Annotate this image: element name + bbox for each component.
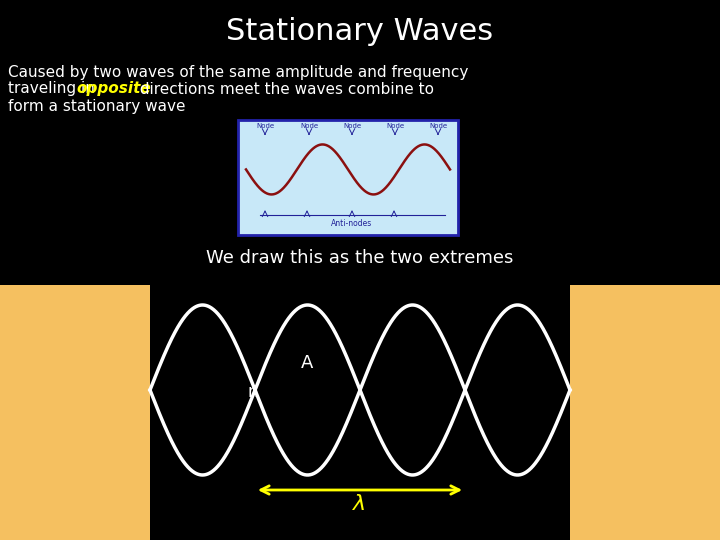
Text: Node: Node (300, 123, 318, 129)
Bar (238, 120, 458, 235)
Bar (0, 285, 150, 540)
Text: Anti-nodes: Anti-nodes (331, 219, 373, 227)
Text: Caused by two waves of the same amplitude and frequency: Caused by two waves of the same amplitud… (8, 64, 469, 79)
Text: form a stationary wave: form a stationary wave (8, 98, 186, 113)
Text: Node: Node (386, 123, 404, 129)
Text: We draw this as the two extremes: We draw this as the two extremes (207, 249, 513, 267)
Text: λ: λ (354, 494, 366, 514)
Text: A: A (301, 354, 313, 372)
Text: traveling in: traveling in (8, 82, 100, 97)
Text: n: n (248, 383, 258, 401)
Text: Node: Node (343, 123, 361, 129)
Text: Stationary Waves: Stationary Waves (226, 17, 494, 46)
Bar (570, 285, 720, 540)
Text: Node: Node (429, 123, 447, 129)
Text: opposite: opposite (76, 82, 150, 97)
Text: Node: Node (256, 123, 274, 129)
Text: directions meet the waves combine to: directions meet the waves combine to (130, 82, 434, 97)
